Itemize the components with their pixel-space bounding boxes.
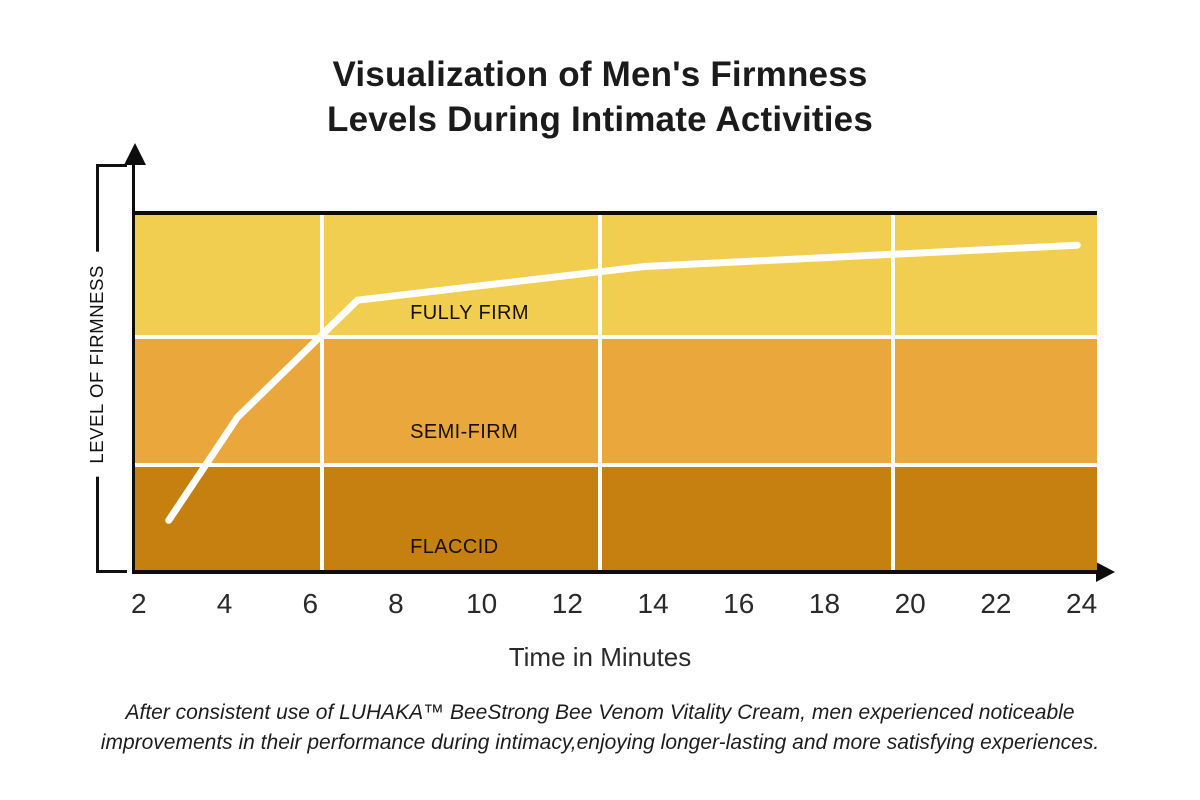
x-axis-ticks: 2 4 6 8 10 12 14 16 18 20 22 24 (131, 588, 1098, 622)
band-boundary-gridline (135, 335, 1097, 340)
page-title-line-2: Levels During Intimate Activities (326, 100, 873, 139)
y-axis-bracket-bottom-stub (96, 570, 127, 573)
x-tick-24: 24 (1066, 588, 1098, 619)
plot-top-border (135, 211, 1097, 215)
y-axis-line (132, 163, 135, 574)
caption: After consistent use of LUHAKA™ BeeStron… (0, 698, 1200, 758)
caption-line-2: improvements in their performance during… (100, 731, 1100, 754)
band-fully-firm (135, 215, 1097, 338)
x-axis-title: Time in Minutes (508, 642, 692, 672)
plot-area: FULLY FIRM SEMI-FIRM FLACCID (135, 215, 1097, 570)
vertical-gridline (597, 215, 602, 570)
page-title: Visualization of Men's Firmness Levels D… (0, 52, 1200, 142)
firmness-line-layer (165, 241, 1081, 524)
vertical-gridline (891, 215, 896, 570)
x-tick-12: 12 (551, 588, 583, 619)
x-tick-16: 16 (723, 588, 755, 619)
caption-line-1: After consistent use of LUHAKA™ BeeStron… (125, 701, 1075, 724)
band-label: FLACCID (410, 536, 499, 559)
band-flaccid (135, 465, 1097, 570)
x-tick-4: 4 (216, 588, 233, 619)
page-title-line-1: Visualization of Men's Firmness (332, 55, 868, 94)
series-line-firmness-over-time (165, 241, 1081, 524)
x-tick-2: 2 (131, 588, 147, 619)
band-label: FULLY FIRM (410, 302, 529, 325)
band-label: SEMI-FIRM (410, 421, 519, 444)
x-tick-14: 14 (637, 588, 669, 619)
y-axis-title: LEVEL OF FIRMNESS (84, 252, 110, 477)
y-axis-bracket-top-stub (96, 164, 127, 167)
x-tick-8: 8 (388, 588, 404, 619)
band-boundary-gridline (135, 463, 1097, 468)
x-axis-arrow-icon (1096, 562, 1115, 582)
x-tick-18: 18 (808, 588, 841, 619)
x-tick-22: 22 (980, 588, 1012, 619)
x-tick-20: 20 (894, 588, 926, 619)
y-axis-arrow-icon (124, 143, 146, 165)
x-tick-6: 6 (302, 588, 319, 619)
x-axis-line (135, 570, 1097, 574)
vertical-gridline (319, 215, 324, 570)
x-tick-10: 10 (466, 588, 498, 619)
